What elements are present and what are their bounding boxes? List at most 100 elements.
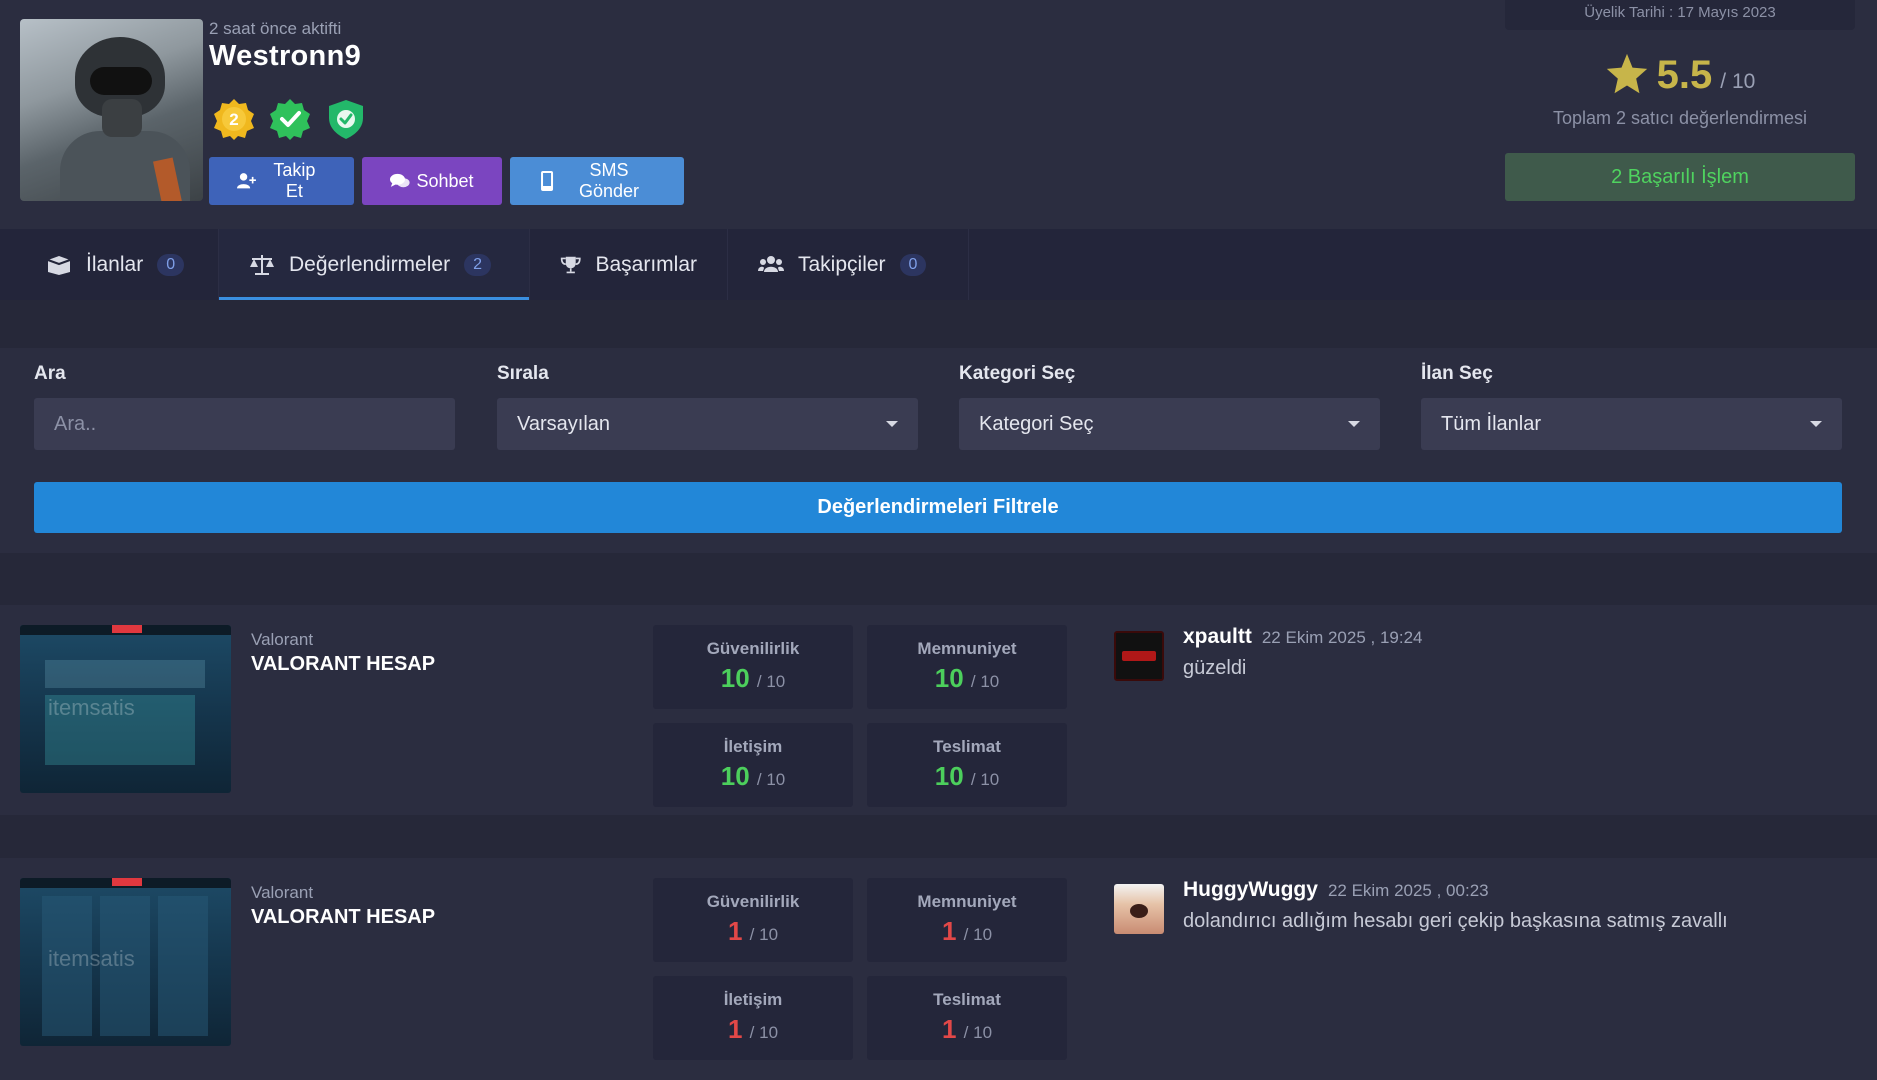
score-communication: İletişim 10 / 10 <box>653 723 853 807</box>
trophy-icon <box>560 256 581 273</box>
listing-select-value: Tüm İlanlar <box>1441 412 1542 435</box>
listing-select[interactable]: Tüm İlanlar <box>1421 398 1842 450</box>
seller-rating-box: Üyelik Tarihi : 17 Mayıs 2023 5.5 / 10 T… <box>1505 0 1855 205</box>
chevron-down-icon <box>1810 421 1822 427</box>
score-satisfaction: Memnuniyet 1 / 10 <box>867 878 1067 962</box>
score-label: Güvenilirlik <box>706 639 800 658</box>
score-reliability: Güvenilirlik 1 / 10 <box>653 878 853 962</box>
score-max: / 10 <box>963 1023 993 1042</box>
score-max: / 10 <box>749 1023 779 1042</box>
tab-followers-label: Takipçiler <box>798 252 886 276</box>
reviewer-name[interactable]: HuggyWuggy 22 Ekim 2025 , 00:23 <box>1183 878 1489 902</box>
chevron-down-icon <box>886 421 898 427</box>
level-badge-icon[interactable]: 2 <box>213 98 255 140</box>
score-max: / 10 <box>970 770 1000 789</box>
badge-list: 2 <box>213 98 367 140</box>
score-value: 1 <box>727 1014 743 1044</box>
search-input[interactable] <box>34 398 455 450</box>
score-delivery: Teslimat 10 / 10 <box>867 723 1067 807</box>
score-label: Güvenilirlik <box>706 892 800 911</box>
scale-icon <box>250 254 274 275</box>
tab-achievements-label: Başarımlar <box>595 252 697 276</box>
tab-achievements[interactable]: Başarımlar <box>530 229 728 300</box>
profile-avatar[interactable] <box>20 19 203 201</box>
score-value: 10 <box>934 663 964 693</box>
review-game: Valorant <box>251 883 314 902</box>
background-pattern <box>0 300 1877 348</box>
review-text: dolandırıcı adlığım hesabı geri çekip ba… <box>1183 910 1728 932</box>
listing-thumbnail[interactable]: itemsatis <box>20 625 231 793</box>
sms-button[interactable]: SMS Gönder <box>510 157 684 205</box>
tab-listings-count: 0 <box>157 253 185 276</box>
score-value: 10 <box>934 761 964 791</box>
sms-button-label: SMS Gönder <box>579 160 640 201</box>
listing-thumbnail[interactable]: itemsatis <box>20 878 231 1046</box>
filter-reviews-button[interactable]: Değerlendirmeleri Filtrele <box>34 482 1842 533</box>
tab-reviews[interactable]: Değerlendirmeler 2 <box>219 229 530 300</box>
score-delivery: Teslimat 1 / 10 <box>867 976 1067 1060</box>
reviewer-name-text: xpaultt <box>1183 625 1252 648</box>
reviewer-avatar[interactable] <box>1114 631 1164 681</box>
review-item: itemsatis Valorant VALORANT HESAP Güveni… <box>0 858 1877 1080</box>
review-date: 22 Ekim 2025 , 19:24 <box>1261 628 1423 647</box>
sort-select[interactable]: Varsayılan <box>497 398 918 450</box>
reviewer-name-text: HuggyWuggy <box>1183 878 1318 901</box>
reviewer-avatar[interactable] <box>1114 884 1164 934</box>
profile-actions: Takip Et Sohbet SMS Gönder <box>209 157 684 205</box>
review-filter: Ara Sırala Varsayılan Kategori Seç Kateg… <box>0 348 1877 553</box>
score-max: / 10 <box>756 672 786 691</box>
search-label: Ara <box>34 363 66 384</box>
review-listing-title[interactable]: VALORANT HESAP <box>251 906 436 928</box>
background-pattern <box>0 553 1877 605</box>
star-icon <box>1606 53 1647 94</box>
profile-tabs: İlanlar 0 Değerlendirmeler 2 Başarımlar … <box>0 229 1877 300</box>
review-date: 22 Ekim 2025 , 00:23 <box>1327 881 1489 900</box>
score-label: Memnuniyet <box>917 639 1017 658</box>
score-max: / 10 <box>963 925 993 944</box>
reviewer-name[interactable]: xpaultt 22 Ekim 2025 , 19:24 <box>1183 625 1423 649</box>
score-communication: İletişim 1 / 10 <box>653 976 853 1060</box>
rating-count: Toplam 2 satıcı değerlendirmesi <box>1552 108 1808 128</box>
review-listing-title[interactable]: VALORANT HESAP <box>251 653 436 675</box>
score-satisfaction: Memnuniyet 10 / 10 <box>867 625 1067 709</box>
seller-score-value: 5.5 <box>1656 53 1713 97</box>
review-item: itemsatis Valorant VALORANT HESAP Güveni… <box>0 605 1877 815</box>
member-since: Üyelik Tarihi : 17 Mayıs 2023 <box>1505 0 1855 30</box>
seller-score-max: / 10 <box>1720 70 1756 93</box>
sort-label: Sırala <box>497 363 549 384</box>
score-value: 1 <box>941 916 957 946</box>
mobile-phone-icon <box>541 171 554 191</box>
tab-listings[interactable]: İlanlar 0 <box>0 229 219 300</box>
background-pattern <box>0 815 1877 858</box>
chat-button-label: Sohbet <box>416 170 474 191</box>
category-select-value: Kategori Seç <box>979 412 1094 435</box>
review-game: Valorant <box>251 630 314 649</box>
category-select[interactable]: Kategori Seç <box>959 398 1380 450</box>
box-icon <box>47 255 71 275</box>
follow-button-label: Takip Et <box>273 160 316 201</box>
follow-button[interactable]: Takip Et <box>209 157 354 205</box>
score-max: / 10 <box>749 925 779 944</box>
sort-select-value: Varsayılan <box>517 412 611 435</box>
chat-bubbles-icon <box>390 173 411 188</box>
score-label: Teslimat <box>933 990 1001 1009</box>
listing-label: İlan Seç <box>1421 363 1493 384</box>
successful-transactions: 2 Başarılı İşlem <box>1505 153 1855 201</box>
score-value: 1 <box>941 1014 957 1044</box>
chat-button[interactable]: Sohbet <box>362 157 502 205</box>
seller-score: 5.5 / 10 <box>1505 44 1855 98</box>
score-max: / 10 <box>970 672 1000 691</box>
profile-header: 2 saat önce aktifti Westronn9 2 Takip Et… <box>0 0 1877 229</box>
tab-reviews-count: 2 <box>464 253 491 276</box>
score-value: 1 <box>727 916 743 946</box>
shield-verified-icon[interactable] <box>325 98 367 140</box>
category-field: Kategori Seç Kategori Seç <box>959 363 1380 450</box>
listing-field: İlan Seç Tüm İlanlar <box>1421 363 1842 450</box>
score-reliability: Güvenilirlik 10 / 10 <box>653 625 853 709</box>
tab-reviews-label: Değerlendirmeler <box>289 252 451 276</box>
tab-followers-count: 0 <box>899 253 927 276</box>
user-plus-icon <box>237 173 256 189</box>
tab-followers[interactable]: Takipçiler 0 <box>728 229 969 300</box>
verified-badge-icon[interactable] <box>269 98 311 140</box>
sort-field: Sırala Varsayılan <box>497 363 918 450</box>
